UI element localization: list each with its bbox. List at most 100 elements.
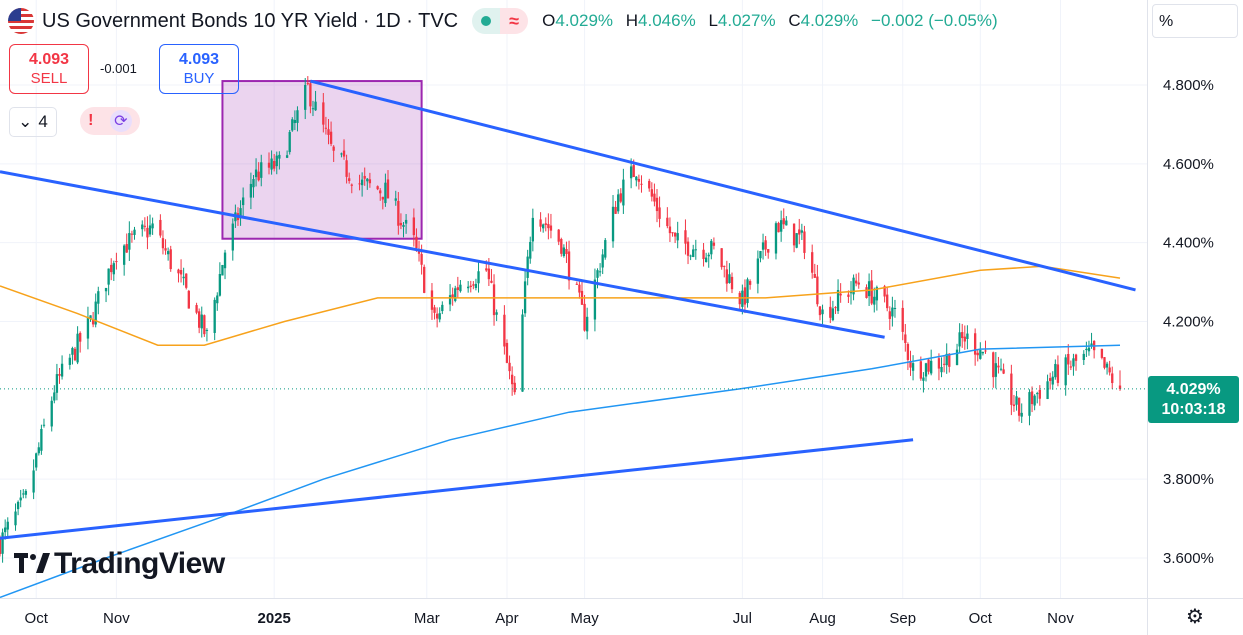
indicators-toggle-button[interactable]: ⌄ 4 (9, 107, 57, 137)
candle-body (836, 290, 840, 312)
candle-body (1048, 378, 1052, 381)
candle-body (658, 207, 661, 219)
x-tick-label: Sep (889, 610, 916, 627)
candle-body (1002, 369, 1005, 374)
candle-body (924, 363, 928, 377)
symbol-title[interactable]: US Government Bonds 10 YR Yield · 1D · T… (42, 9, 459, 32)
candle-body (164, 248, 167, 251)
candle-body (1064, 357, 1067, 386)
trendline-2 (310, 79, 1136, 292)
candle-body (91, 319, 95, 325)
candle-body (1072, 358, 1075, 367)
candle-body (575, 283, 578, 285)
candle-body (19, 497, 22, 501)
candle-body (122, 245, 126, 265)
candle-body (146, 227, 149, 238)
candle-body (795, 233, 798, 248)
candle-body (508, 362, 511, 372)
candle-body (756, 258, 760, 284)
market-open-dot-icon (472, 8, 501, 34)
candle-body (774, 223, 778, 254)
candle-body (404, 219, 408, 224)
candle-body (273, 161, 276, 169)
candle-body (746, 279, 749, 304)
candle-body (702, 249, 705, 260)
sell-label: SELL (30, 70, 68, 87)
candle-body (637, 178, 641, 182)
candle-body (958, 332, 961, 347)
indicator-status-pill[interactable]: ! ⟳ (80, 107, 140, 135)
change-value: −0.002 (−0.05%) (871, 11, 998, 30)
candle-body (345, 160, 348, 177)
candle-body (782, 218, 785, 225)
candle-body (376, 186, 379, 190)
candle-body (394, 198, 397, 201)
candle-body (296, 110, 299, 123)
candle-body (42, 424, 46, 426)
candle-body (386, 179, 390, 199)
open-value: 4.029% (555, 11, 614, 30)
candle-body (6, 521, 9, 530)
candle-body (16, 501, 20, 510)
candle-body (779, 220, 783, 232)
price-unit-button[interactable]: % (1152, 4, 1238, 38)
candle-body (712, 242, 716, 246)
candle-body (694, 249, 697, 251)
candle-body (940, 367, 943, 373)
candle-body (611, 206, 615, 242)
candle-body (1017, 397, 1021, 416)
candle-body (1028, 392, 1031, 416)
candle-body (342, 150, 346, 157)
tradingview-logo[interactable]: TradingView (14, 547, 225, 581)
candle-body (728, 274, 731, 283)
exclamation-icon: ! (88, 112, 94, 129)
candle-body (1087, 347, 1091, 352)
candle-body (839, 293, 842, 296)
candle-body (128, 233, 131, 250)
candle-body (177, 269, 180, 274)
candle-body (811, 252, 814, 273)
status-pill[interactable]: ≈ (472, 8, 529, 34)
candle-body (1111, 373, 1114, 384)
candle-body (53, 392, 56, 401)
candle-body (306, 83, 309, 85)
candle-body (104, 287, 108, 292)
candle-body (901, 307, 904, 332)
candle-body (1, 532, 4, 554)
candle-body (151, 223, 154, 229)
spread-value: -0.001 (100, 61, 137, 76)
candle-body (676, 233, 679, 241)
chevron-down-icon: ⌄ (18, 112, 33, 131)
candle-body (542, 224, 545, 229)
candle-body (22, 493, 25, 495)
candle-body (166, 251, 170, 255)
settings-icon[interactable]: ⚙ (1186, 606, 1204, 628)
y-tick-label: 4.800% (1163, 77, 1214, 94)
candle-body (1036, 393, 1039, 395)
candle-body (112, 263, 115, 275)
candle-body (185, 273, 188, 288)
candle-body (549, 225, 553, 231)
y-tick-label: 3.600% (1163, 550, 1214, 567)
candle-body (412, 217, 416, 236)
candle-body (1015, 396, 1018, 405)
candle-body (891, 307, 894, 317)
buy-button[interactable]: 4.093 BUY (159, 44, 239, 94)
candle-body (195, 305, 198, 313)
candle-body (640, 183, 643, 185)
candle-body (270, 158, 273, 170)
sell-button[interactable]: 4.093 SELL (9, 44, 89, 94)
candle-body (97, 291, 100, 304)
candle-body (999, 368, 1003, 370)
y-tick-label: 4.400% (1163, 235, 1214, 252)
candle-body (557, 229, 560, 242)
candle-body (855, 280, 858, 284)
candle-body (1056, 364, 1060, 383)
candle-body (441, 304, 444, 312)
candle-body (1051, 376, 1054, 385)
candle-body (324, 127, 328, 129)
candle-body (107, 268, 110, 285)
low-key: L (708, 11, 718, 30)
candle-body (1038, 389, 1041, 399)
